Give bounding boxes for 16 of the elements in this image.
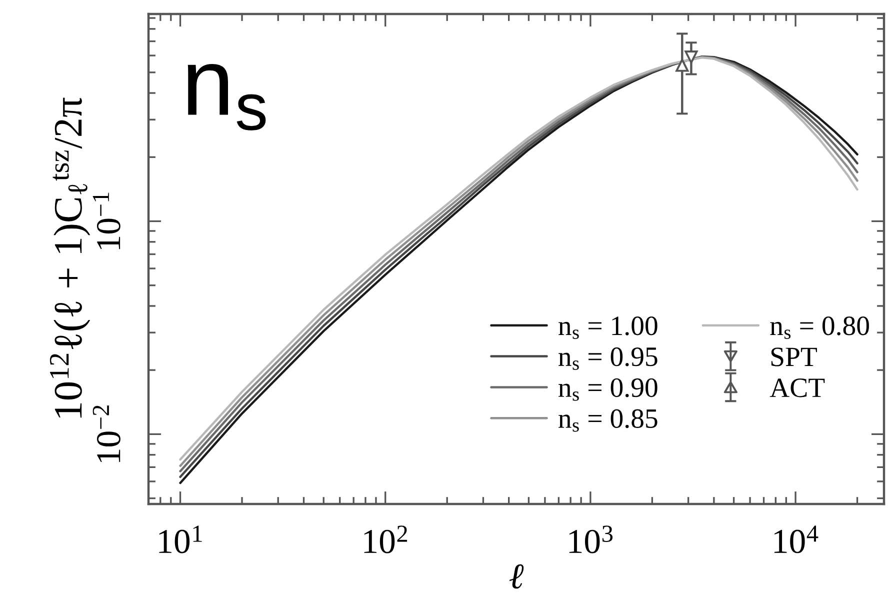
legend-label: n$_{s}$ = 0.80 bbox=[770, 316, 869, 339]
legend-label: n$_{s}$ = 1.00 bbox=[558, 316, 658, 339]
legend-label: SPT bbox=[771, 348, 817, 366]
annotation: n$_{s}$ bbox=[188, 64, 266, 130]
x-tick-label: 10$^{4}$ bbox=[774, 526, 818, 554]
legend-label: ACT bbox=[770, 378, 825, 398]
y-tick-label: 10$^{−2}$ bbox=[92, 406, 120, 462]
y-tick-label: 10$^{−1}$ bbox=[92, 192, 120, 250]
x-tick-label: 10$^{3}$ bbox=[569, 526, 613, 554]
legend-label: n$_{s}$ = 0.90 bbox=[558, 378, 658, 401]
legend-label: n$_{s}$ = 0.85 bbox=[558, 409, 658, 432]
x-tick-label: 10$^{2}$ bbox=[364, 526, 408, 554]
legend-label: n$_{s}$ = 0.95 bbox=[558, 347, 658, 370]
y-axis-title: 10$^{12}$ℓ(ℓ + 1)C$_{ℓ}$$^{tsz}$/2π bbox=[50, 98, 90, 418]
x-axis-title: ℓ bbox=[509, 564, 524, 589]
x-tick-label: 10$^{1}$ bbox=[159, 526, 202, 554]
